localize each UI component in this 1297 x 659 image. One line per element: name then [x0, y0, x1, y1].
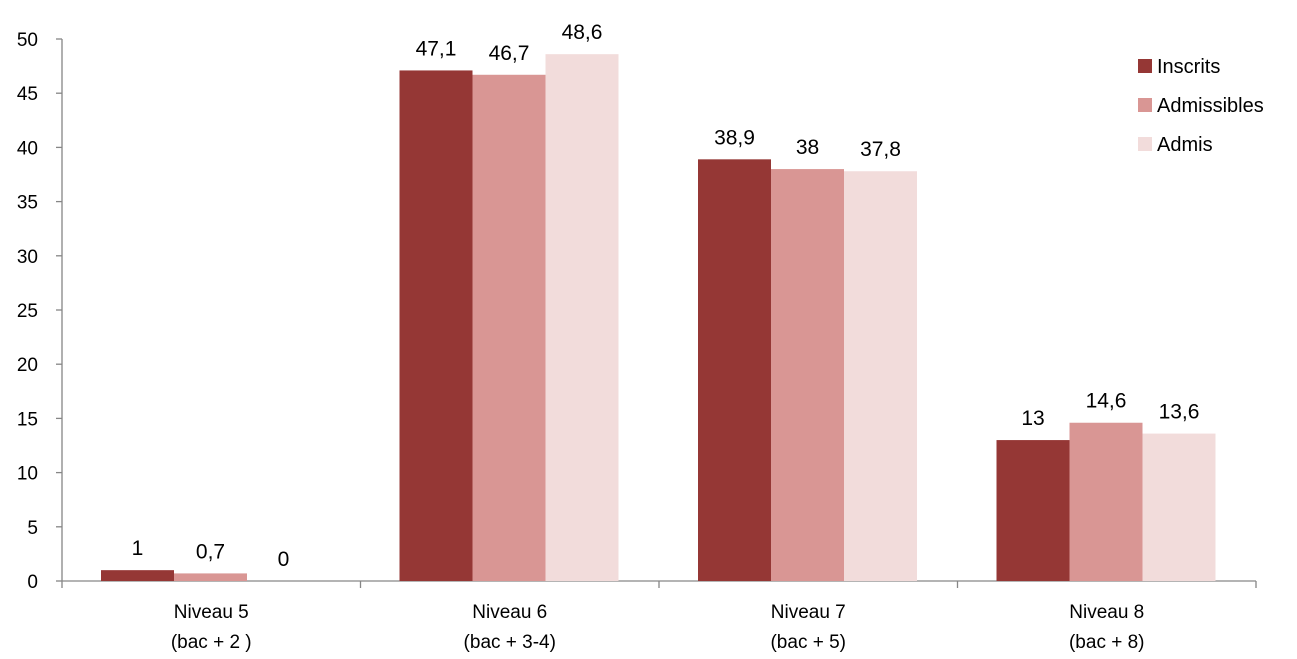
legend-swatch-inscrits [1138, 59, 1152, 73]
bar-admis [844, 171, 917, 582]
data-label: 46,7 [489, 42, 530, 65]
x-tick-label: Niveau 8 (bac + 8) [1069, 602, 1145, 653]
data-label: 13,6 [1159, 401, 1200, 424]
y-tick-label: 5 [27, 518, 38, 539]
y-tick-label: 50 [17, 30, 38, 51]
bar-inscrits [698, 159, 771, 581]
bar-inscrits [101, 570, 174, 581]
data-label: 14,6 [1086, 390, 1127, 413]
x-tick-label: Niveau 6 (bac + 3-4) [464, 602, 556, 653]
y-tick-label: 15 [17, 409, 38, 430]
y-tick-label: 40 [17, 138, 38, 159]
bar-admis [545, 54, 619, 581]
legend-label: Admis [1157, 134, 1213, 156]
bar-admissibles [771, 169, 844, 581]
data-labels: 1 0,7 0 47,1 46,7 48,6 38,9 38 37,8 13 14,6 13,6 [132, 21, 1200, 571]
legend: Inscrits Admissibles Admis [1138, 56, 1264, 156]
x-axis [61, 580, 1257, 588]
data-label: 1 [132, 537, 144, 560]
data-label: 0,7 [196, 540, 225, 563]
x-tick-label: Niveau 5 (bac + 2 ) [171, 602, 252, 653]
data-label: 48,6 [562, 21, 603, 44]
data-label: 13 [1021, 407, 1044, 430]
bar-admissibles [472, 74, 546, 581]
y-tick-label: 25 [17, 301, 38, 322]
data-label: 38,9 [714, 126, 755, 149]
category-labels: Niveau 5 (bac + 2 ) Niveau 6 (bac + 3-4) Niv… [171, 602, 1145, 653]
bars [101, 54, 1216, 582]
data-label: 38 [796, 136, 819, 159]
y-tick-label: 10 [17, 464, 38, 485]
bar-admissibles [1069, 422, 1143, 581]
data-label: 47,1 [416, 37, 457, 60]
y-tick-label: 30 [17, 247, 38, 268]
bar-inscrits [399, 70, 473, 581]
legend-swatch-admis [1138, 137, 1152, 151]
y-tick-label: 35 [17, 193, 38, 214]
y-tick-label: 45 [17, 84, 38, 105]
legend-swatch-admissibles [1138, 98, 1152, 112]
data-label: 0 [278, 548, 290, 571]
data-label: 37,8 [860, 138, 901, 161]
bar-inscrits [996, 440, 1070, 581]
legend-label: Admissibles [1157, 95, 1264, 117]
bar-admis [1142, 433, 1216, 581]
bar-admissibles [174, 573, 247, 581]
y-axis: 0 5 10 15 20 25 30 35 40 45 50 [17, 30, 63, 593]
x-tick-label: Niveau 7 (bac + 5) [770, 602, 846, 653]
legend-label: Inscrits [1157, 56, 1220, 78]
y-tick-label: 20 [17, 355, 38, 376]
y-tick-label: 0 [27, 572, 38, 593]
